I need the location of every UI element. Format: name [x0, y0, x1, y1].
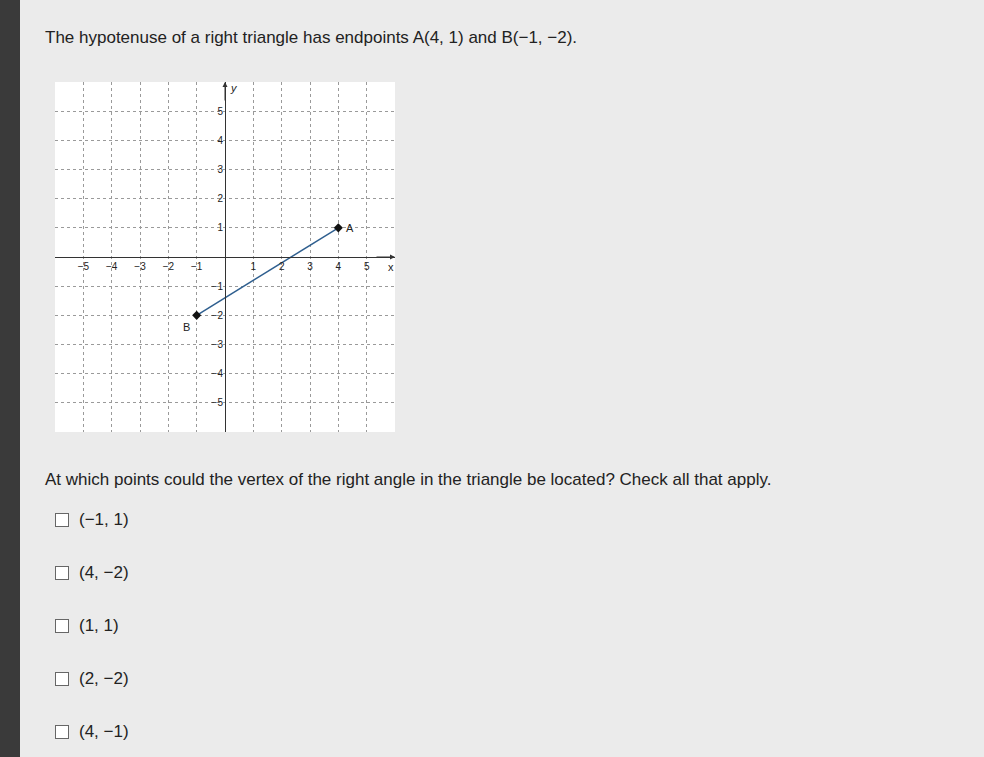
svg-text:5: 5 [364, 261, 370, 272]
svg-text:3: 3 [307, 261, 313, 272]
svg-text:−3: −3 [134, 261, 146, 272]
svg-text:A: A [346, 222, 354, 234]
svg-text:1: 1 [217, 222, 223, 233]
svg-text:−5: −5 [78, 261, 90, 272]
svg-text:−2: −2 [212, 310, 224, 321]
svg-text:−4: −4 [212, 368, 224, 379]
svg-text:−2: −2 [163, 261, 175, 272]
svg-text:4: 4 [217, 135, 223, 146]
svg-text:3: 3 [217, 164, 223, 175]
svg-text:−3: −3 [212, 339, 224, 350]
svg-text:B: B [183, 321, 190, 333]
svg-text:−4: −4 [106, 261, 118, 272]
svg-text:2: 2 [217, 193, 223, 204]
svg-text:5: 5 [217, 106, 223, 117]
svg-text:−1: −1 [191, 261, 203, 272]
svg-text:4: 4 [336, 261, 342, 272]
svg-text:2: 2 [279, 261, 285, 272]
svg-text:y: y [230, 82, 238, 94]
html-text:(2, −2): (2, −2) [79, 669, 129, 688]
html-text:At which points could the vert: At which points could the vertex of the … [45, 470, 772, 489]
html-text:(4, −1): (4, −1) [79, 722, 129, 741]
svg-text:−1: −1 [212, 281, 224, 292]
svg-text:−5: −5 [212, 397, 224, 408]
html-text:(−1, 1): (−1, 1) [79, 510, 129, 529]
html-text:The hypotenuse of a right tria: The hypotenuse of a right triangle has e… [45, 28, 578, 47]
svg-text:1: 1 [251, 261, 257, 272]
html-text:(4, −2): (4, −2) [79, 563, 129, 582]
svg-text:x: x [388, 261, 394, 273]
html-text:(1, 1): (1, 1) [79, 616, 119, 635]
